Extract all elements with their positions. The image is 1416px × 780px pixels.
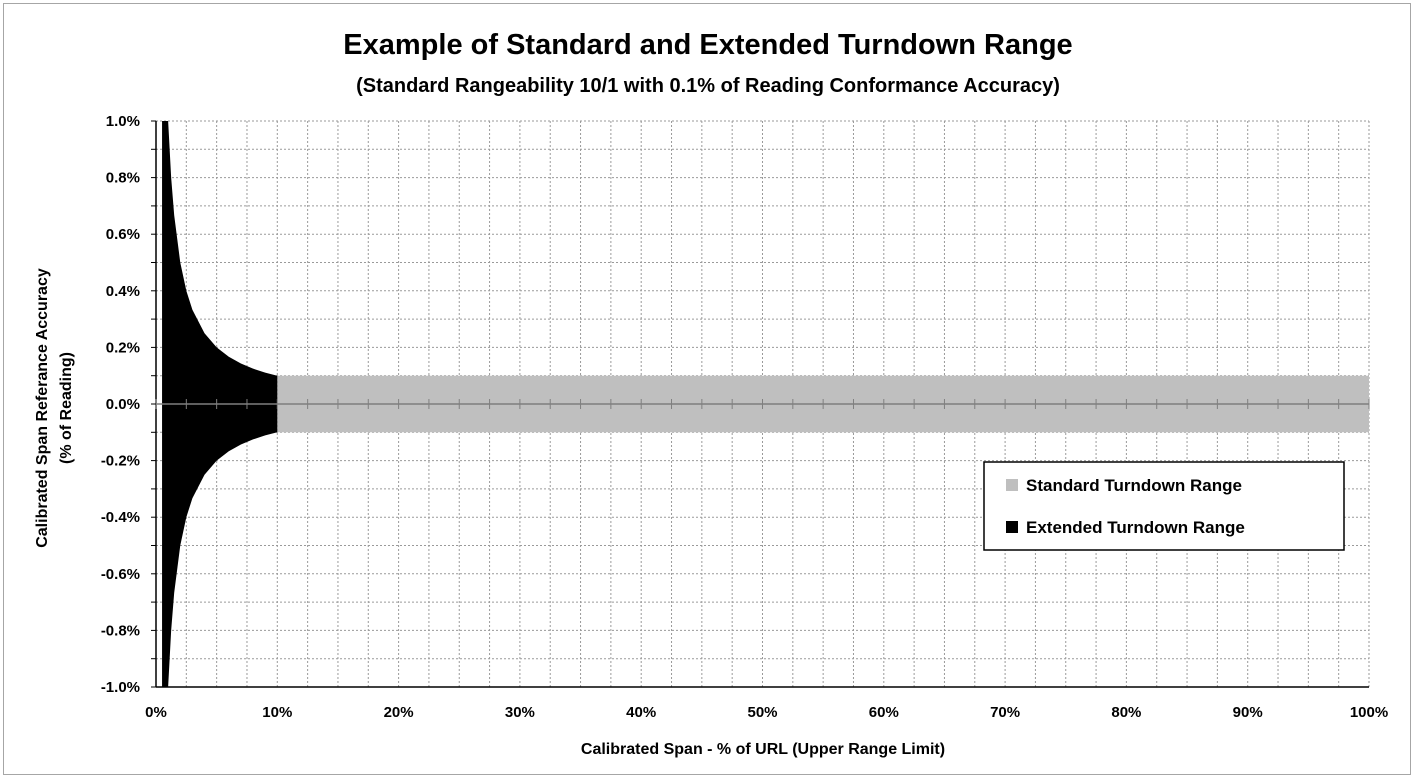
legend-swatch-standard (1006, 479, 1018, 491)
x-tick-label: 0% (145, 704, 167, 721)
turndown-range-chart: Example of Standard and Extended Turndow… (34, 29, 1388, 758)
legend-swatch-extended (1006, 521, 1018, 533)
x-tick-label: 90% (1233, 704, 1263, 721)
chart-title: Example of Standard and Extended Turndow… (343, 29, 1072, 61)
y-tick-label: -0.6% (101, 566, 140, 583)
y-tick-label: 0.6% (106, 226, 140, 243)
x-tick-label: 100% (1350, 704, 1388, 721)
y-tick-label: -0.4% (101, 509, 140, 526)
x-tick-label: 20% (384, 704, 414, 721)
x-tick-label: 50% (747, 704, 777, 721)
x-tick-label: 30% (505, 704, 535, 721)
axes (151, 120, 1370, 688)
y-tick-label: 0.4% (106, 283, 140, 300)
x-tick-label: 70% (990, 704, 1020, 721)
legend: Standard Turndown Range Extended Turndow… (983, 461, 1345, 551)
y-tick-label: 0.8% (106, 170, 140, 187)
y-tick-label: -0.8% (101, 622, 140, 639)
x-tick-label: 40% (626, 704, 656, 721)
y-axis-label-unit: (% of Reading) (58, 352, 75, 464)
y-axis-label: Calibrated Span Referance Accuracy (34, 268, 51, 548)
tick-labels: 1.0% 0.8% 0.6% 0.4% 0.2% 0.0% -0.2% -0.4% -0.6% -… (101, 113, 1388, 721)
x-tick-label: 80% (1111, 704, 1141, 721)
legend-label-extended: Extended Turndown Range (1026, 518, 1245, 537)
legend-label-standard: Standard Turndown Range (1026, 476, 1242, 495)
x-tick-label: 60% (869, 704, 899, 721)
y-tick-label: 0.2% (106, 339, 140, 356)
chart-subtitle: (Standard Rangeability 10/1 with 0.1% of… (356, 75, 1060, 97)
legend-box (983, 461, 1345, 551)
y-tick-label: -0.2% (101, 453, 140, 470)
y-tick-label: 1.0% (106, 113, 140, 130)
chart-frame: Example of Standard and Extended Turndow… (3, 3, 1411, 775)
y-tick-label: -1.0% (101, 679, 140, 696)
x-tick-label: 10% (262, 704, 292, 721)
y-tick-label: 0.0% (106, 396, 140, 413)
x-axis-label: Calibrated Span - % of URL (Upper Range … (581, 741, 945, 758)
